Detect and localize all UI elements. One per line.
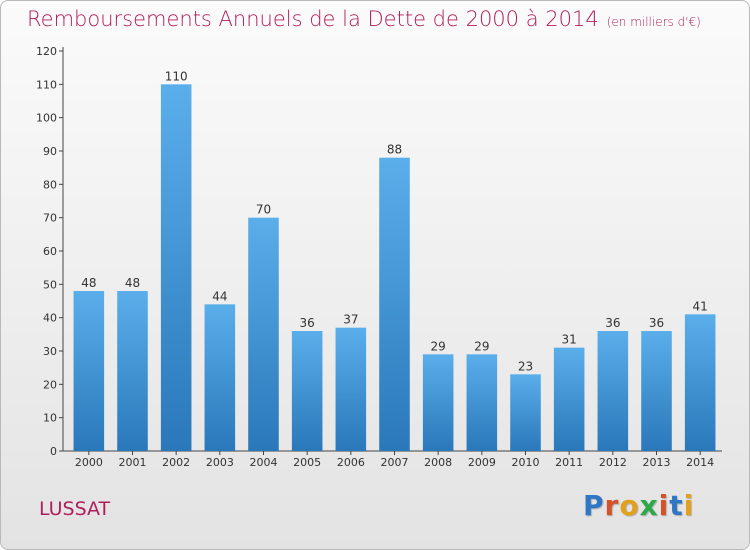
bar <box>335 327 367 451</box>
x-tick-label: 2007 <box>381 456 409 469</box>
bar <box>73 291 105 451</box>
bar <box>160 84 192 451</box>
bar <box>117 291 148 451</box>
data-label: 31 <box>562 333 577 347</box>
y-tick-label: 80 <box>43 178 57 191</box>
bar <box>248 217 279 451</box>
y-tick-label: 10 <box>43 412 57 425</box>
data-label: 37 <box>343 313 358 327</box>
x-tick-label: 2010 <box>512 456 540 469</box>
data-label: 48 <box>81 276 96 290</box>
x-tick-label: 2002 <box>162 456 190 469</box>
bar <box>597 331 629 451</box>
y-tick-label: 20 <box>43 378 57 391</box>
y-tick-label: 30 <box>43 345 57 358</box>
x-tick-label: 2000 <box>75 456 103 469</box>
logo-letter: P <box>583 489 605 522</box>
logo-letter: r <box>604 489 620 522</box>
chart-title: Remboursements Annuels de la Dette de 20… <box>27 7 701 31</box>
data-label: 110 <box>165 69 188 83</box>
x-tick-label: 2001 <box>119 456 147 469</box>
data-label: 36 <box>300 316 315 330</box>
chart-subtitle: (en milliers d'€) <box>606 15 701 29</box>
data-label: 36 <box>649 316 664 330</box>
chart-title-text: Remboursements Annuels de la Dette de 20… <box>27 7 599 31</box>
proxiti-logo[interactable]: Proxiti <box>583 489 694 522</box>
y-tick-label: 0 <box>50 445 57 458</box>
y-tick-label: 50 <box>43 278 57 291</box>
data-label: 44 <box>212 289 227 303</box>
y-tick-label: 90 <box>43 145 57 158</box>
logo-letter: o <box>619 489 640 522</box>
logo-letter: t <box>669 489 684 522</box>
y-tick-label: 70 <box>43 212 57 225</box>
x-tick-label: 2014 <box>686 456 714 469</box>
y-tick-label: 120 <box>36 45 57 58</box>
bar <box>291 331 323 451</box>
bar <box>379 157 410 451</box>
x-tick-label: 2004 <box>250 456 278 469</box>
data-label: 29 <box>431 339 446 353</box>
bar <box>684 314 716 451</box>
x-tick-label: 2012 <box>599 456 627 469</box>
bar <box>510 374 541 451</box>
x-tick-label: 2008 <box>424 456 452 469</box>
y-tick-label: 60 <box>43 245 57 258</box>
x-tick-label: 2006 <box>337 456 365 469</box>
logo-letter: x <box>639 489 659 522</box>
x-tick-label: 2009 <box>468 456 496 469</box>
y-tick-label: 100 <box>36 112 57 125</box>
data-label: 36 <box>605 316 620 330</box>
commune-name: LUSSAT <box>39 498 111 520</box>
bar <box>553 347 585 451</box>
logo-letter: i <box>683 489 695 522</box>
data-label: 48 <box>125 276 140 290</box>
bar <box>641 331 672 451</box>
logo-letter: i <box>658 489 670 522</box>
bar <box>204 304 236 451</box>
data-label: 29 <box>474 339 489 353</box>
x-tick-label: 2003 <box>206 456 234 469</box>
data-label: 70 <box>256 203 271 217</box>
data-label: 88 <box>387 143 402 157</box>
x-tick-label: 2013 <box>643 456 671 469</box>
bar <box>466 354 498 451</box>
x-tick-label: 2005 <box>293 456 321 469</box>
y-tick-label: 110 <box>36 78 57 91</box>
data-label: 41 <box>693 299 708 313</box>
y-tick-label: 40 <box>43 312 57 325</box>
x-tick-label: 2011 <box>555 456 583 469</box>
data-label: 23 <box>518 359 533 373</box>
bar <box>422 354 454 451</box>
